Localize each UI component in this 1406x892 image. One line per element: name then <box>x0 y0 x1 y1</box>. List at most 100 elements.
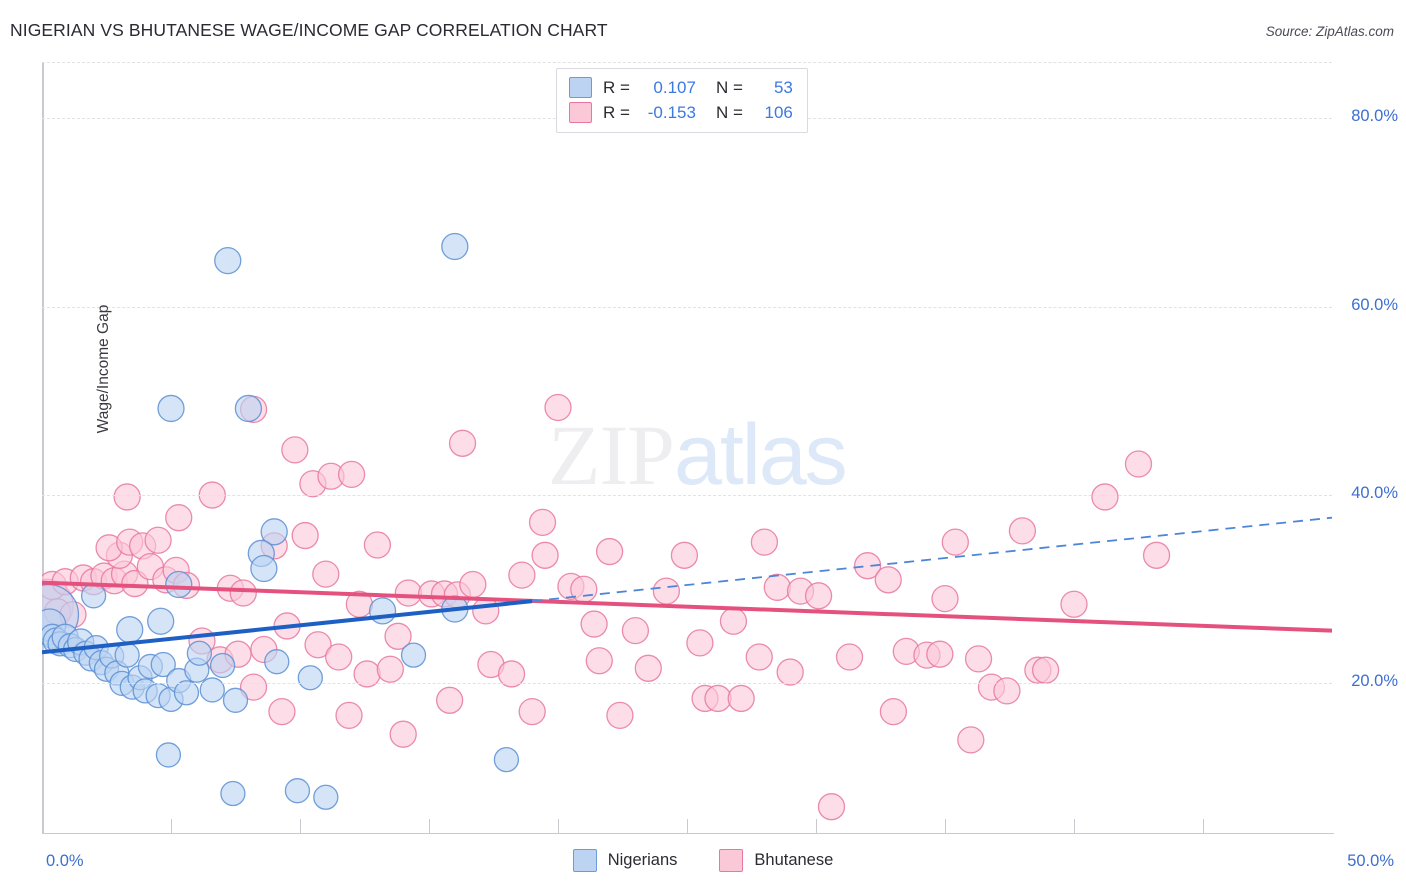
n-value-bhutanese: 106 <box>764 102 793 122</box>
data-point <box>281 436 309 464</box>
data-point <box>435 686 464 714</box>
n-key-bhutanese: N = <box>715 102 743 122</box>
data-point <box>931 584 959 613</box>
data-point <box>993 677 1021 705</box>
data-point <box>964 645 993 673</box>
legend-color-bhutanese <box>719 849 744 872</box>
data-point <box>239 673 268 701</box>
trendline-nigerians-solid <box>42 599 533 655</box>
data-point <box>297 665 323 691</box>
data-point <box>335 701 363 730</box>
data-point <box>268 697 296 726</box>
n-value-nigerians: 53 <box>773 77 793 97</box>
data-point <box>835 643 864 671</box>
data-point <box>441 232 469 261</box>
data-point <box>804 582 833 610</box>
data-point <box>186 640 213 666</box>
data-point <box>147 607 175 635</box>
data-point <box>621 616 650 645</box>
scatter-canvas <box>42 232 1332 821</box>
data-point <box>173 680 200 706</box>
data-point <box>116 616 144 644</box>
data-point <box>337 460 366 489</box>
trendline-nigerians-dashed <box>532 516 1332 603</box>
data-point <box>448 429 477 457</box>
data-point <box>389 720 417 748</box>
data-point <box>585 647 613 675</box>
series-legend: Nigerians Bhutanese <box>0 849 1406 872</box>
data-point <box>750 528 779 556</box>
x-axis-tick <box>1074 819 1076 833</box>
data-point <box>745 643 773 671</box>
correlation-legend: R = 0.107 N = 53 R = -0.153 N = 106 <box>556 68 808 133</box>
data-point <box>652 577 681 605</box>
data-point <box>763 573 791 601</box>
correlation-row-bhutanese: R = -0.153 N = 106 <box>569 100 793 125</box>
data-point <box>853 552 882 580</box>
data-point <box>220 780 246 807</box>
data-point <box>144 526 172 554</box>
data-point <box>155 742 182 768</box>
data-point <box>518 697 546 726</box>
x-axis-tick <box>1203 819 1205 833</box>
data-point <box>222 687 249 713</box>
page-title: NIGERIAN VS BHUTANESE WAGE/INCOME GAP CO… <box>10 20 608 40</box>
trendline-bhutanese <box>42 580 1332 633</box>
x-axis-tick <box>687 819 689 833</box>
data-point <box>199 677 225 703</box>
data-point <box>472 597 500 625</box>
data-point <box>113 483 141 511</box>
points-bhutanese <box>42 393 1171 821</box>
data-point <box>606 701 634 730</box>
plot-area <box>42 62 1332 834</box>
data-point <box>313 784 339 810</box>
data-point <box>363 531 392 559</box>
data-point <box>817 793 846 821</box>
data-point <box>150 651 176 678</box>
legend-item-bhutanese[interactable]: Bhutanese <box>719 849 833 872</box>
data-point <box>384 622 412 650</box>
n-key-nigerians: N = <box>715 77 743 97</box>
data-point <box>670 541 699 569</box>
source-attribution: Source: ZipAtlas.com <box>1265 24 1394 39</box>
r-key-bhutanese: R = <box>603 102 630 122</box>
x-axis-tick <box>171 819 173 833</box>
y-axis-tick-label: 80.0% <box>1351 107 1398 126</box>
data-point <box>544 393 572 422</box>
data-point <box>497 660 526 688</box>
data-point <box>114 642 140 668</box>
data-point <box>80 583 107 609</box>
data-point <box>394 579 423 607</box>
y-axis-tick-label: 40.0% <box>1351 484 1398 503</box>
data-point <box>459 570 487 599</box>
x-axis-tick <box>300 819 302 833</box>
data-point <box>776 658 804 686</box>
legend-item-nigerians[interactable]: Nigerians <box>572 849 677 872</box>
x-axis-tick <box>558 819 560 833</box>
data-point <box>1091 483 1119 511</box>
data-point <box>528 508 557 537</box>
data-point <box>165 570 193 599</box>
data-point <box>250 554 278 583</box>
data-point <box>727 684 755 713</box>
data-point <box>291 521 319 550</box>
data-point <box>312 560 340 588</box>
data-point <box>284 778 311 804</box>
data-point <box>531 541 559 569</box>
data-point <box>209 652 236 679</box>
data-point <box>325 643 353 671</box>
x-axis-tick <box>429 819 431 833</box>
gridline <box>42 683 1332 685</box>
data-point <box>229 579 257 607</box>
data-point <box>304 631 332 659</box>
y-axis-line <box>42 62 44 834</box>
data-point <box>1124 450 1153 478</box>
data-point <box>493 746 520 773</box>
x-axis-tick <box>816 819 818 833</box>
data-point <box>368 597 397 625</box>
data-point <box>580 610 608 638</box>
data-point <box>957 726 985 754</box>
data-point <box>508 561 536 589</box>
data-point <box>1031 656 1060 684</box>
